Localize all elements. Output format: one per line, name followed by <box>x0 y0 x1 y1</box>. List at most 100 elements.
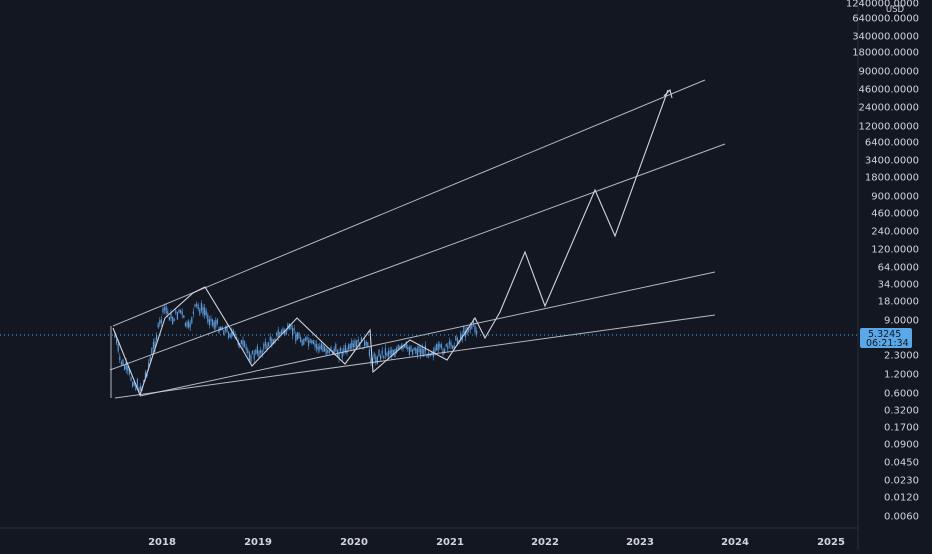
candle-body <box>444 348 446 353</box>
candle-body <box>445 343 447 347</box>
candle-body <box>325 348 327 355</box>
candle-body <box>413 347 415 351</box>
candle-body <box>312 340 314 345</box>
y-tick-label: 0.0230 <box>884 476 919 487</box>
candle-body <box>469 325 471 331</box>
candle-body <box>375 356 377 363</box>
candle-body <box>186 321 188 327</box>
candle-body <box>431 352 433 356</box>
candle-body <box>231 329 233 337</box>
candle-body <box>287 324 289 330</box>
x-tick-label: 2025 <box>817 537 845 548</box>
channel-upper-trendline[interactable] <box>112 79 706 327</box>
projection-arrow-head <box>663 88 673 99</box>
candle-body <box>455 336 457 341</box>
y-tick-label: 460.0000 <box>871 209 919 220</box>
candle-body <box>391 349 393 357</box>
candle-body <box>354 340 356 348</box>
projected-price-path[interactable] <box>112 89 669 397</box>
candle-body <box>223 330 225 336</box>
candle-body <box>181 311 183 316</box>
candle-body <box>152 342 154 349</box>
candle-body <box>255 349 257 354</box>
y-tick-label: 0.3200 <box>884 406 919 417</box>
candle-body <box>290 324 292 329</box>
candle-body <box>168 316 170 321</box>
candle-body <box>386 352 388 357</box>
y-tick-label: 0.0450 <box>884 458 919 469</box>
candle-body <box>120 362 122 365</box>
candle-body <box>436 343 438 351</box>
candle-body <box>429 353 431 357</box>
candle-body <box>388 350 390 357</box>
candle-body <box>333 348 335 354</box>
candle-body <box>258 350 260 358</box>
candle-body <box>173 318 175 322</box>
candle-body <box>279 332 281 338</box>
channel-mid-trendline[interactable] <box>109 143 726 371</box>
candle-body <box>397 345 399 350</box>
x-tick-label: 2019 <box>244 537 272 548</box>
candle-body <box>114 332 116 338</box>
support-trendline-upper[interactable] <box>139 271 716 397</box>
candle-body <box>242 339 244 347</box>
candle-body <box>191 317 193 324</box>
candle-body <box>293 328 295 331</box>
y-tick-label: 640000.0000 <box>852 14 919 25</box>
candle-body <box>317 346 319 351</box>
support-trendline-lower[interactable] <box>114 314 716 399</box>
candle-body <box>192 311 194 314</box>
candle-body <box>348 344 350 350</box>
candle-body <box>216 319 218 324</box>
candle-body <box>272 339 274 345</box>
y-tick-label: 18.0000 <box>878 297 919 308</box>
candle-body <box>439 344 441 348</box>
candle-body <box>284 330 286 334</box>
candle-body <box>384 348 386 356</box>
candle-body <box>380 355 382 360</box>
candle-body <box>117 343 119 352</box>
candle-body <box>143 380 145 383</box>
y-tick-label: 0.6000 <box>884 389 919 400</box>
candle-body <box>320 343 322 350</box>
y-tick-label: 46000.0000 <box>859 85 919 96</box>
y-tick-label: 3400.0000 <box>865 156 919 167</box>
candle-body <box>149 356 151 362</box>
candle-body <box>229 334 231 338</box>
current-price-countdown: 06:21:34 <box>866 338 909 349</box>
candle-body <box>226 325 228 333</box>
y-tick-label: 0.0060 <box>884 512 919 523</box>
y-tick-label: 0.1700 <box>884 423 919 434</box>
candle-body <box>309 338 311 343</box>
y-tick-label: 340000.0000 <box>852 32 919 43</box>
candle-body <box>324 346 326 352</box>
y-tick-label: 9.0000 <box>884 316 919 327</box>
candle-body <box>180 310 182 313</box>
candle-body <box>405 342 407 348</box>
candle-body <box>304 337 306 341</box>
candle-body <box>389 350 391 354</box>
candle-body <box>140 386 142 391</box>
candle-body <box>165 306 167 314</box>
x-axis[interactable]: 2018 2019 2020 2021 2022 2023 2024 2025 <box>148 537 845 548</box>
candle-body <box>311 340 313 344</box>
candle-body <box>144 372 146 379</box>
x-tick-label: 2022 <box>531 537 559 548</box>
y-axis[interactable]: 1240000.0000 640000.0000 340000.0000 180000… <box>846 0 919 523</box>
current-price-badge: 5.3245 06:21:34 <box>860 328 912 349</box>
candle-body <box>295 334 297 342</box>
candle-body <box>468 329 470 332</box>
drawings-layer[interactable] <box>109 79 726 399</box>
candle-body <box>357 339 359 342</box>
candle-body <box>135 385 137 390</box>
candle-body <box>376 356 378 364</box>
candle-body <box>399 346 401 350</box>
candle-body <box>360 337 362 341</box>
candle-body <box>124 364 126 370</box>
candle-body <box>400 344 402 349</box>
candle-body <box>261 350 263 357</box>
candle-body <box>437 343 439 351</box>
